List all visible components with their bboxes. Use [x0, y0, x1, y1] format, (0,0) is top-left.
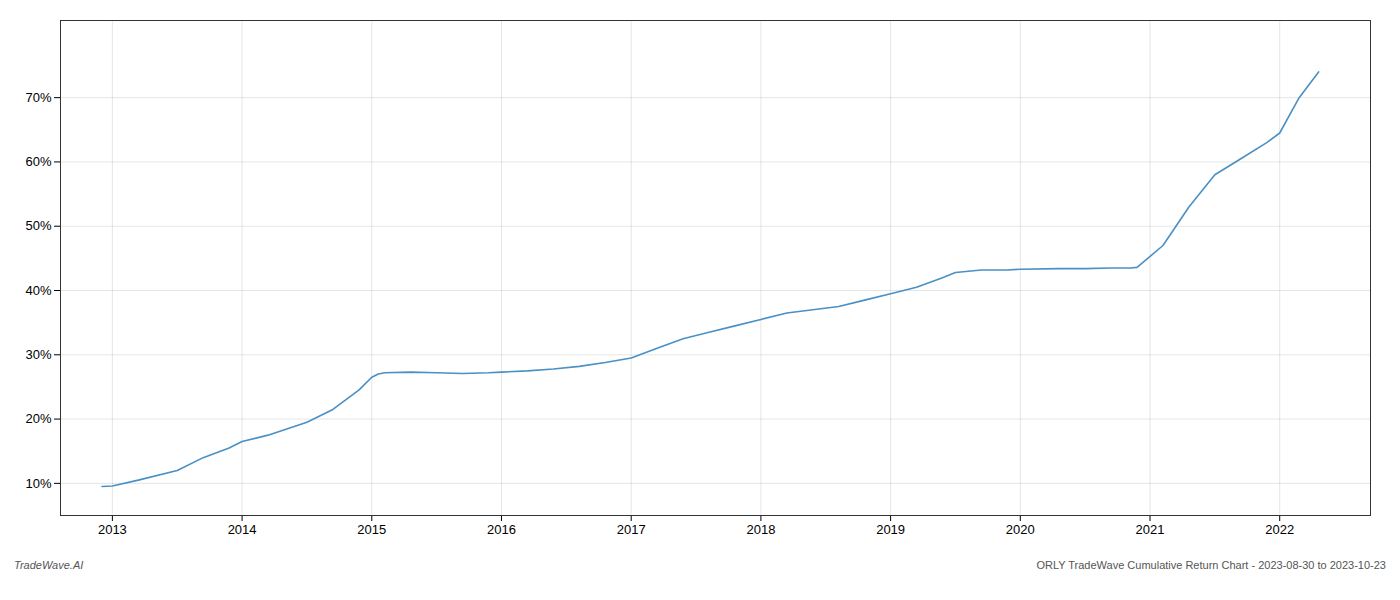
svg-text:2016: 2016 [487, 522, 516, 537]
svg-text:2018: 2018 [746, 522, 775, 537]
svg-text:10%: 10% [25, 476, 51, 491]
html-text:ORLY TradeWave Cumulative Retu: ORLY TradeWave Cumulative Return Chart -… [1036, 559, 1386, 571]
svg-text:70%: 70% [25, 90, 51, 105]
svg-text:2015: 2015 [357, 522, 386, 537]
svg-text:40%: 40% [25, 283, 51, 298]
svg-text:2013: 2013 [98, 522, 127, 537]
svg-text:2022: 2022 [1265, 522, 1294, 537]
html-text:TradeWave.AI: TradeWave.AI [14, 559, 84, 571]
svg-text:20%: 20% [25, 411, 51, 426]
svg-text:2021: 2021 [1136, 522, 1165, 537]
svg-text:60%: 60% [25, 154, 51, 169]
svg-text:50%: 50% [25, 218, 51, 233]
svg-text:2014: 2014 [228, 522, 257, 537]
svg-text:2017: 2017 [617, 522, 646, 537]
svg-text:2019: 2019 [876, 522, 905, 537]
svg-text:2020: 2020 [1006, 522, 1035, 537]
svg-text:30%: 30% [25, 347, 51, 362]
